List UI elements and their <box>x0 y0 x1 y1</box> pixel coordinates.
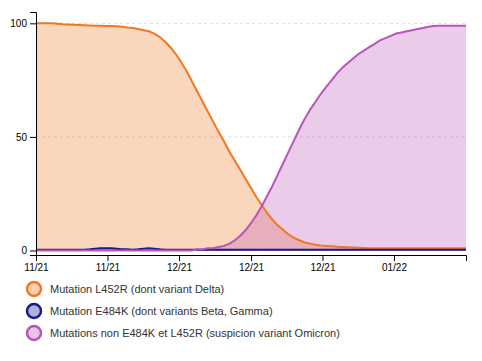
grid <box>36 23 466 250</box>
x-tick-label: 11/21 <box>24 262 49 273</box>
x-tick: 12/21 <box>239 255 264 273</box>
plot: 11/21 11/21 12/21 12/21 12/21 01/22 0 50 100 <box>10 13 466 274</box>
x-tick-label: 11/21 <box>96 262 121 273</box>
y-tick-mark <box>30 23 36 24</box>
y-tick: 50 <box>16 132 36 143</box>
x-tick: 12/21 <box>167 255 192 273</box>
x-tick-mark <box>179 255 180 261</box>
chart: 11/21 11/21 12/21 12/21 12/21 01/22 0 50 100 Muta… <box>0 0 482 361</box>
series-line <box>36 23 466 248</box>
x-axis-line <box>37 256 467 262</box>
legend-swatch <box>27 326 41 340</box>
x-tick-label: 12/21 <box>239 262 264 273</box>
x-axis: 11/21 11/21 12/21 12/21 12/21 01/22 <box>24 255 466 273</box>
x-tick: 11/21 <box>96 255 121 273</box>
legend: Mutation L452R (dont variant Delta) Mutat… <box>27 282 340 340</box>
y-tick: 100 <box>10 18 36 29</box>
legend-label: Mutation L452R (dont variant Delta) <box>50 283 224 295</box>
y-tick-label: 50 <box>16 132 28 143</box>
legend-swatch <box>27 282 41 296</box>
series-area <box>36 23 466 250</box>
y-tick-label: 100 <box>10 18 27 29</box>
y-axis-line <box>30 13 37 256</box>
x-tick-mark <box>394 255 395 261</box>
y-tick: 0 <box>21 245 36 256</box>
x-tick-mark <box>107 255 108 261</box>
series-area <box>36 26 466 251</box>
legend-label: Mutations non E484K et L452R (suspicion … <box>50 327 340 339</box>
grid-line <box>36 23 466 24</box>
legend-item: Mutation L452R (dont variant Delta) <box>27 282 224 296</box>
x-tick-label: 12/21 <box>167 262 192 273</box>
legend-label: Mutation E484K (dont variants Beta, Gamm… <box>50 305 273 317</box>
series-line <box>36 26 466 251</box>
x-tick-label: 12/21 <box>310 262 335 273</box>
x-tick: 11/21 <box>24 255 49 273</box>
x-tick-mark <box>251 255 252 261</box>
y-tick-mark <box>30 250 36 251</box>
x-tick: 01/22 <box>382 255 407 273</box>
legend-swatch <box>27 304 41 318</box>
x-tick-mark <box>322 255 323 261</box>
legend-item: Mutation E484K (dont variants Beta, Gamm… <box>27 304 273 318</box>
y-tick-mark <box>30 137 36 138</box>
legend-item: Mutations non E484K et L452R (suspicion … <box>27 326 340 340</box>
x-tick: 12/21 <box>310 255 335 273</box>
y-tick-label: 0 <box>21 245 27 256</box>
x-tick-label: 01/22 <box>382 262 407 273</box>
y-axis: 0 50 100 <box>10 13 36 257</box>
marks <box>36 23 466 250</box>
